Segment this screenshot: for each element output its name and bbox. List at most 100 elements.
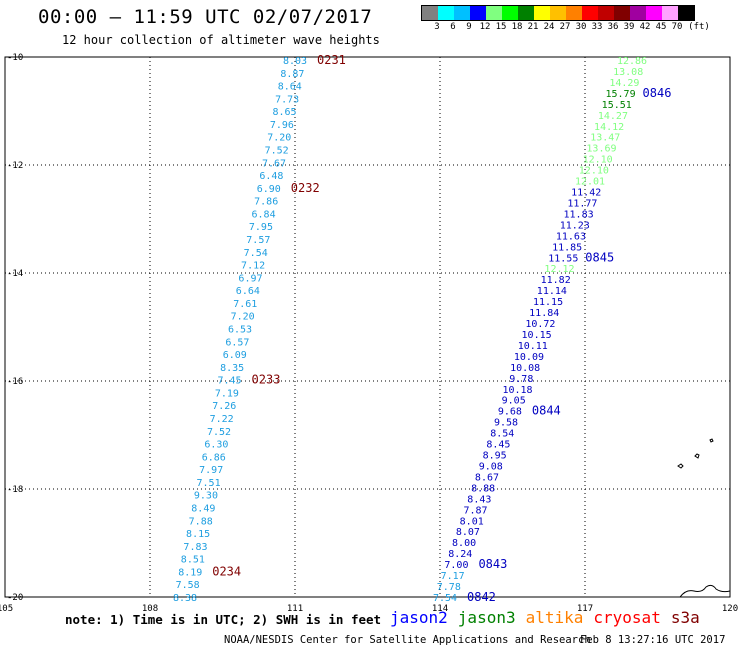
track-east-swh-value: 14.27	[598, 111, 628, 122]
legend-item-jason3: jason3	[457, 608, 516, 627]
track-east-swh-value: 9.68	[498, 407, 522, 418]
track-west-swh-value: 7.88	[189, 516, 213, 527]
track-east-swh-value: 10.18	[502, 385, 532, 396]
track-west-swh-value: 7.97	[199, 465, 223, 476]
track-east-swh-value: 8.00	[452, 538, 476, 549]
colorbar-swatch	[470, 6, 486, 20]
track-west-time-label: 0233	[252, 373, 281, 387]
track-west-swh-value: 7.19	[215, 388, 239, 399]
track-east-swh-value: 10.15	[522, 330, 552, 341]
colorbar-unit-label: (ft)	[688, 22, 710, 32]
colorbar-swatch	[630, 6, 646, 20]
lat-tick-label: -20	[7, 593, 23, 603]
track-east-swh-value: 7.54	[433, 593, 457, 604]
track-west-swh-value: 7.52	[207, 427, 231, 438]
track-west-time-label: 0232	[291, 181, 320, 195]
legend-item-altika: altika	[525, 608, 584, 627]
colorbar-swatch	[614, 6, 630, 20]
track-west-swh-value: 7.20	[267, 133, 291, 144]
colorbar-swatch	[438, 6, 454, 20]
track-east-swh-value: 8.24	[448, 549, 472, 560]
track-east-swh-value: 12.10	[583, 155, 613, 166]
page-subtitle: 12 hour collection of altimeter wave hei…	[62, 33, 380, 47]
colorbar-swatch	[486, 6, 502, 20]
track-east-time-label: 0842	[467, 590, 496, 604]
track-east-swh-value: 9.78	[509, 374, 533, 385]
colorbar-tick-label: 15	[495, 22, 507, 32]
legend-item-cryosat: cryosat	[593, 608, 661, 627]
colorbar-tick-label: 18	[511, 22, 523, 32]
track-west-swh-value: 7.51	[197, 478, 221, 489]
page-title: 00:00 – 11:59 UTC 02/07/2017	[38, 6, 373, 28]
track-east-swh-value: 12.86	[617, 56, 647, 67]
colorbar-tick-label: 70	[671, 22, 683, 32]
track-east-swh-value: 8.67	[475, 472, 499, 483]
colorbar-tick-label: 36	[607, 22, 619, 32]
track-east-swh-value: 8.54	[490, 429, 514, 440]
track-west-swh-value: 7.95	[249, 222, 273, 233]
colorbar-tick-label: 42	[639, 22, 651, 32]
track-west-swh-value: 6.09	[223, 350, 247, 361]
colorbar-tick-label: 30	[575, 22, 587, 32]
track-east-swh-value: 10.72	[525, 319, 555, 330]
track-east-swh-value: 10.09	[514, 352, 544, 363]
track-west-time-label: 0234	[212, 564, 241, 578]
track-west-swh-value: 7.45	[217, 376, 241, 387]
track-west-swh-value: 8.51	[181, 555, 205, 566]
track-east-swh-value: 15.79	[605, 89, 635, 100]
track-west-swh-value: 7.96	[270, 120, 294, 131]
colorbar-tick-label: 27	[559, 22, 571, 32]
track-west-swh-value: 7.58	[176, 580, 200, 591]
track-west-swh-value: 8.65	[272, 107, 296, 118]
track-west-swh-value: 6.48	[259, 171, 283, 182]
lon-tick-label: 108	[142, 604, 158, 614]
track-west-swh-value: 6.90	[257, 184, 281, 195]
colorbar-tick-label: 3	[434, 22, 440, 32]
track-east-swh-value: 8.45	[486, 440, 510, 451]
track-west-swh-value: 7.83	[183, 542, 207, 553]
track-east-swh-value: 15.51	[602, 100, 632, 111]
colorbar-swatch	[518, 6, 534, 20]
track-east-swh-value: 7.78	[437, 582, 461, 593]
track-east-swh-value: 11.63	[556, 231, 586, 242]
track-east-swh-value: 11.23	[560, 220, 590, 231]
colorbar-swatch	[550, 6, 566, 20]
track-west-swh-value: 8.49	[191, 504, 215, 515]
track-west-swh-value: 8.64	[278, 82, 302, 93]
track-east-swh-value: 11.42	[571, 188, 601, 199]
colorbar-swatch	[454, 6, 470, 20]
track-east-swh-value: 10.11	[518, 341, 548, 352]
track-east-swh-value: 11.82	[541, 275, 571, 286]
lat-tick-label: -10	[7, 53, 23, 63]
lat-tick-label: -14	[7, 269, 23, 279]
track-east-swh-value: 11.15	[533, 297, 563, 308]
track-east-time-label: 0843	[478, 557, 507, 571]
track-east-swh-value: 9.05	[502, 396, 526, 407]
lon-tick-label: 120	[722, 604, 738, 614]
track-west-swh-value: 7.12	[241, 261, 265, 272]
track-west-swh-value: 8.87	[280, 69, 304, 80]
colorbar-tick-label: 45	[655, 22, 667, 32]
track-east-swh-value: 14.29	[609, 78, 639, 89]
track-west-swh-value: 7.54	[244, 248, 268, 259]
colorbar	[421, 5, 695, 21]
island-shape	[694, 453, 700, 459]
coastline	[679, 584, 731, 598]
colorbar-tick-label: 12	[479, 22, 491, 32]
track-west-swh-value: 7.73	[275, 94, 299, 105]
colorbar-swatch	[422, 6, 438, 20]
generated-time: Feb 8 13:27:16 UTC 2017	[580, 634, 726, 646]
track-west-swh-value: 8.03	[283, 56, 307, 67]
legend-item-s3a: s3a	[670, 608, 700, 627]
track-west-swh-value: 8.19	[178, 567, 202, 578]
colorbar-tick-label: 24	[543, 22, 555, 32]
track-east-swh-value: 9.08	[479, 461, 503, 472]
track-west-swh-value: 7.52	[265, 146, 289, 157]
lat-tick-label: -18	[7, 485, 23, 495]
track-east-time-label: 0845	[585, 250, 614, 264]
credit-text: NOAA/NESDIS Center for Satellite Applica…	[224, 634, 591, 646]
track-east-swh-value: 7.87	[463, 505, 487, 516]
track-east-swh-value: 11.83	[564, 209, 594, 220]
track-west-swh-value: 6.64	[236, 286, 260, 297]
